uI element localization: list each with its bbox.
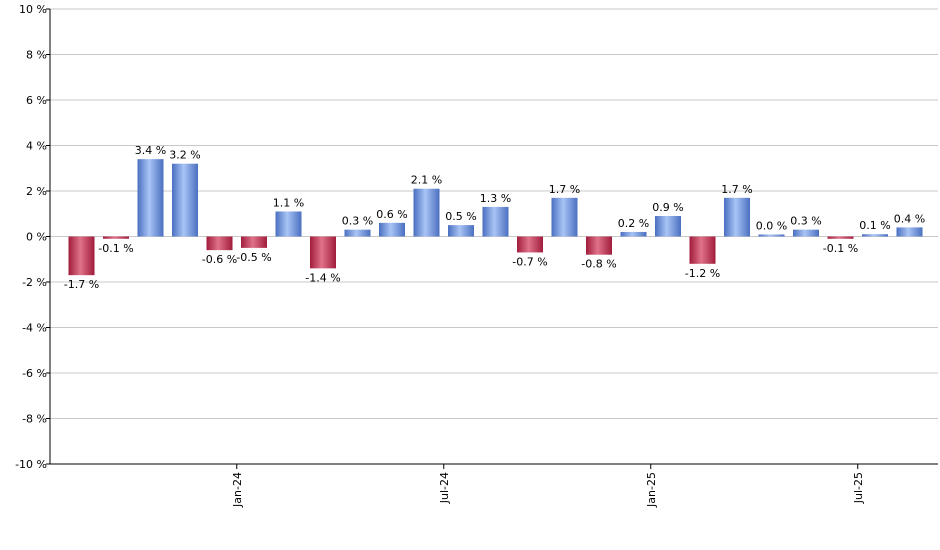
bar-value-label: 1.3 % xyxy=(480,192,511,205)
bar xyxy=(724,197,750,237)
axes xyxy=(49,9,938,465)
bar xyxy=(517,236,543,253)
bar-value-label: 0.1 % xyxy=(859,219,890,232)
x-tick-label: Jan-24 xyxy=(231,472,244,508)
bar-value-label: 1.7 % xyxy=(721,183,752,196)
y-axis-tick-labels: 10 % 8 % 6 % 4 % 2 % 0 % -2 % -4 % -6 % -8 % -10 % xyxy=(15,3,50,471)
bar xyxy=(137,159,164,237)
bar-value-label: -0.7 % xyxy=(512,255,547,268)
bar xyxy=(379,222,405,237)
bar xyxy=(793,229,819,237)
bar xyxy=(413,188,440,237)
bar-value-label: -0.5 % xyxy=(236,251,271,264)
y-tick-label: 8 % xyxy=(26,49,47,62)
bar-value-label: -0.8 % xyxy=(581,258,616,271)
bar xyxy=(448,225,474,237)
x-axis-tick-labels: Jan-24 Jul-24 Jan-25 Jul-25 xyxy=(231,464,865,508)
bar xyxy=(172,163,198,237)
bar-value-label: 0.2 % xyxy=(618,217,649,230)
bar-value-label: 0.0 % xyxy=(756,220,787,233)
y-tick-label: 4 % xyxy=(26,140,47,153)
y-tick-label: 10 % xyxy=(19,3,47,16)
y-tick-label: -2 % xyxy=(22,276,47,289)
bar xyxy=(241,236,267,248)
bar xyxy=(827,236,854,239)
bar-value-label: 0.3 % xyxy=(342,215,373,228)
bar-value-label: 3.2 % xyxy=(169,149,200,162)
y-tick-label: 0 % xyxy=(26,231,47,244)
y-tick-label: 6 % xyxy=(26,94,47,107)
bar xyxy=(689,236,716,264)
bar-value-label: -0.1 % xyxy=(98,242,133,255)
bar xyxy=(551,197,578,237)
bar xyxy=(896,227,923,237)
bar-value-label: 0.9 % xyxy=(652,201,683,214)
bar-value-label: 2.1 % xyxy=(411,174,442,187)
bar-value-labels: -1.7 % -0.1 % 3.4 % 3.2 % -0.6 % -0.5 % 1.1 % -… xyxy=(64,144,925,291)
bar-value-label: -0.6 % xyxy=(202,253,237,266)
y-tick-label: -6 % xyxy=(22,367,47,380)
bar-value-label: 0.3 % xyxy=(790,215,821,228)
x-tick-label: Jan-25 xyxy=(645,472,658,508)
bar xyxy=(103,236,129,239)
x-tick-label: Jul-24 xyxy=(438,472,451,504)
y-tick-label: 2 % xyxy=(26,185,47,198)
y-tick-label: -8 % xyxy=(22,413,47,426)
bar xyxy=(586,236,612,255)
bars xyxy=(68,159,923,276)
bar xyxy=(862,234,888,237)
bar-value-label: -1.7 % xyxy=(64,278,99,291)
bar xyxy=(68,236,95,276)
bar-value-label: 1.1 % xyxy=(273,196,304,209)
bar-value-label: 1.7 % xyxy=(549,183,580,196)
bar-value-label: 0.4 % xyxy=(894,212,925,225)
bar xyxy=(758,234,785,237)
x-tick-label: Jul-25 xyxy=(852,472,865,504)
bar xyxy=(206,236,233,251)
bar-value-label: 0.5 % xyxy=(445,210,476,223)
bar-value-label: -1.2 % xyxy=(685,267,720,280)
bar xyxy=(482,206,509,237)
y-tick-label: -10 % xyxy=(15,458,47,471)
y-tick-label: -4 % xyxy=(22,322,47,335)
bar xyxy=(310,236,336,269)
bar-value-label: -1.4 % xyxy=(305,271,340,284)
bar xyxy=(275,211,302,237)
bar-value-label: -0.1 % xyxy=(823,242,858,255)
bar xyxy=(620,231,647,237)
bar-value-label: 3.4 % xyxy=(135,144,166,157)
bar-value-label: 0.6 % xyxy=(376,208,407,221)
bar xyxy=(344,229,371,237)
bar xyxy=(655,216,681,237)
